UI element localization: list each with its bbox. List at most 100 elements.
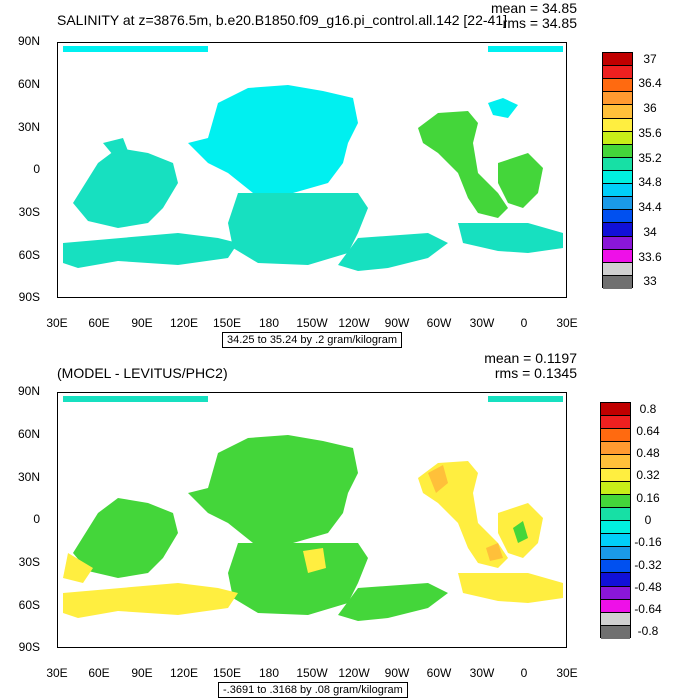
colorbar-label: 36: [643, 101, 657, 116]
y-tick-label: 0: [33, 512, 40, 526]
colorbar-label: 34.8: [638, 175, 662, 190]
colorbar-swatch: [601, 416, 630, 430]
x-tick-label: 30E: [46, 316, 68, 330]
arctic-strip: [63, 396, 208, 402]
colorbar-label: 37: [643, 51, 657, 66]
colorbar-swatch: [603, 236, 632, 250]
colorbar-swatch: [601, 520, 630, 535]
x-tick-label: 150W: [296, 666, 328, 680]
arctic-strip-east: [488, 46, 563, 52]
colorbar-swatch: [603, 144, 632, 158]
salinity-map: [57, 42, 567, 298]
arctic-strip: [63, 46, 208, 52]
colorbar-label: -0.8: [637, 624, 659, 639]
colorbar-swatch: [601, 455, 630, 469]
mean-stat: mean = 34.85: [490, 0, 577, 16]
y-tick-label: 0: [33, 162, 40, 176]
contour-info-label: 34.25 to 35.24 by .2 gram/kilogram: [222, 332, 402, 348]
colorbar-swatch: [603, 249, 632, 263]
y-tick-label: 30N: [17, 470, 40, 484]
rms-stat: rms = 0.1345: [494, 365, 577, 381]
x-tick-label: 180: [258, 316, 280, 330]
equatorial-pacific-region: [228, 543, 368, 615]
rms-stat: rms = 34.85: [502, 15, 577, 31]
colorbar-label: 0.8: [639, 401, 657, 416]
colorbar-swatch: [603, 197, 632, 211]
x-tick-label: 150W: [296, 316, 328, 330]
colorbar-swatch: [601, 534, 630, 548]
north-pacific-region: [188, 435, 358, 543]
colorbar-swatch: [601, 573, 630, 587]
x-tick-label: 150E: [212, 316, 242, 330]
y-tick-label: 60N: [17, 77, 40, 91]
y-tick-label: 30S: [18, 205, 40, 219]
southern-ocean-west: [63, 583, 238, 618]
colorbar-label: 35.2: [638, 150, 662, 165]
colorbar-swatch: [601, 468, 630, 482]
difference-map: [57, 392, 567, 648]
colorbar-label: 34: [643, 224, 657, 239]
colorbar-swatch: [601, 560, 630, 574]
colorbar-label: 33.6: [638, 249, 662, 264]
colorbar-swatch: [601, 494, 630, 508]
x-tick-label: 90W: [384, 316, 410, 330]
colorbar-label: 36.4: [638, 76, 662, 91]
x-tick-label: 30E: [46, 666, 68, 680]
colorbar-swatch: [601, 429, 630, 443]
southern-ocean-mid: [338, 233, 448, 271]
colorbar-swatch: [601, 442, 630, 456]
y-tick-label: 60N: [17, 427, 40, 441]
x-tick-label: 0: [520, 666, 528, 680]
colorbar-swatch: [603, 275, 632, 289]
south-atlantic-region: [498, 153, 543, 208]
atlantic-green: [513, 521, 528, 543]
x-tick-label: 150E: [212, 666, 242, 680]
colorbar-label: -0.16: [634, 535, 662, 550]
colorbar-swatch: [603, 184, 632, 198]
y-tick-label: 90S: [18, 640, 40, 654]
x-tick-label: 180: [258, 666, 280, 680]
colorbar-label: -0.48: [634, 579, 662, 594]
atlantic-edge: [488, 98, 518, 118]
colorbar-swatch: [603, 262, 632, 276]
colorbar-swatch: [603, 223, 632, 237]
colorbar-swatch: [601, 599, 630, 613]
y-tick-label: 60S: [18, 248, 40, 262]
colorbar-label: 33: [643, 274, 657, 289]
atlantic-orange-south: [486, 543, 503, 561]
salinity-colorbar: [602, 52, 633, 289]
salinity-panel: SALINITY at z=3876.5m, b.e20.B1850.f09_g…: [17, 0, 662, 348]
southern-ocean-east: [458, 573, 563, 603]
x-tick-label: 0: [520, 316, 528, 330]
colorbar-label: 0: [644, 513, 652, 527]
colorbar-swatch: [603, 105, 632, 119]
equatorial-pacific-region: [228, 193, 368, 265]
colorbar-swatch: [603, 79, 632, 93]
x-tick-label: 30W: [469, 316, 495, 330]
colorbar-label: 35.6: [638, 125, 662, 140]
colorbar-swatch: [603, 53, 632, 67]
colorbar-swatch: [603, 92, 632, 106]
colorbar-label: 34.4: [638, 200, 662, 215]
colorbar-swatch: [601, 625, 630, 639]
colorbar-swatch: [601, 586, 630, 600]
x-tick-label: 30E: [556, 666, 578, 680]
indian-ocean-region: [73, 148, 178, 228]
colorbar-swatch: [603, 66, 632, 80]
colorbar-label: 0.16: [636, 490, 660, 505]
x-tick-label: 120E: [169, 316, 199, 330]
colorbar-swatch: [603, 170, 632, 185]
y-tick-label: 60S: [18, 598, 40, 612]
colorbar-swatch: [603, 210, 632, 224]
colorbar-label: 0.64: [636, 423, 660, 438]
x-tick-label: 90W: [384, 666, 410, 680]
y-tick-label: 90N: [17, 384, 40, 398]
difference-panel: (MODEL - LEVITUS/PHC2) mean = 0.1197 rms…: [0, 350, 700, 700]
colorbar-label: -0.64: [634, 602, 662, 617]
y-tick-label: 30N: [17, 120, 40, 134]
colorbar-label: 0.48: [636, 446, 660, 461]
y-tick-label: 90N: [17, 34, 40, 48]
indian-yellow: [63, 553, 93, 583]
indian-ocean-region: [73, 498, 178, 578]
colorbar-swatch: [603, 131, 632, 145]
